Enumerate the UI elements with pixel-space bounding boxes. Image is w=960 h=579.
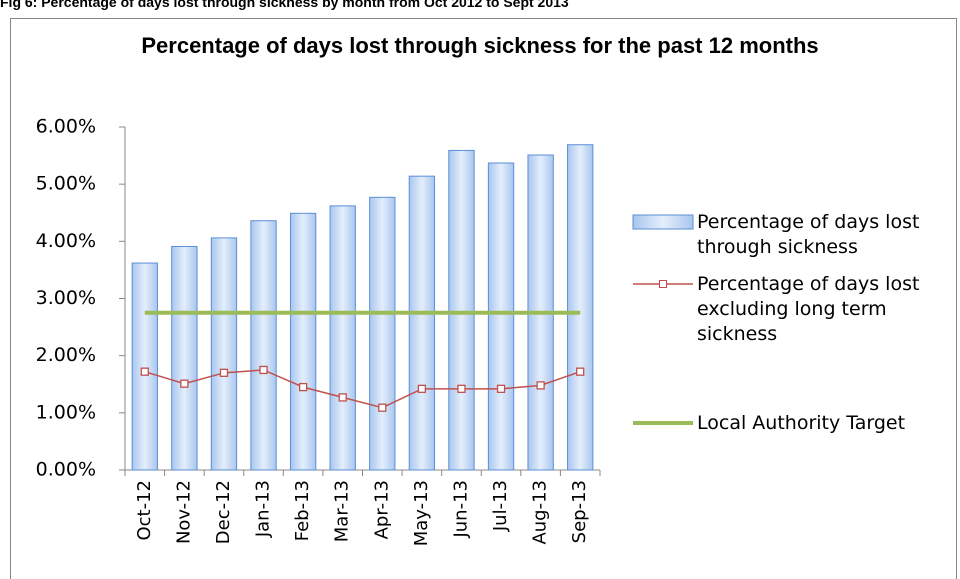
legend-swatch [632, 214, 694, 230]
bar [289, 212, 317, 471]
marker [180, 379, 189, 388]
legend-label: Local Authority Target [697, 412, 906, 434]
x-tick-label: Jan-13 [253, 480, 274, 538]
y-tick-label: 5.00% [36, 173, 96, 195]
x-tick-label: Oct-12 [134, 480, 155, 541]
bar [171, 245, 198, 471]
bar [408, 175, 436, 471]
y-tick-label: 4.00% [36, 230, 96, 252]
y-tick-label: 6.00% [36, 116, 96, 138]
x-tick-label: Jul-13 [490, 480, 511, 532]
bar [329, 205, 356, 471]
x-tick-label: Apr-13 [371, 480, 392, 539]
marker [219, 368, 229, 377]
bar [210, 237, 238, 471]
y-tick-label: 2.00% [36, 344, 96, 366]
bar [448, 149, 475, 471]
y-tick-label: 0.00% [36, 459, 96, 481]
marker [338, 393, 347, 402]
x-tick-label: Jun-13 [450, 480, 471, 539]
x-tick-label: Feb-13 [292, 480, 313, 541]
x-tick-label: Dec-12 [213, 480, 234, 544]
bar [487, 162, 515, 471]
bar [369, 196, 396, 471]
bar [567, 144, 594, 471]
line [144, 369, 581, 409]
bar [131, 262, 158, 471]
y-tick-label: 1.00% [36, 401, 96, 423]
marker [536, 381, 545, 390]
x-tick-label: Aug-13 [530, 480, 551, 545]
marker [259, 365, 268, 375]
figure-caption: Fig 6: Percentage of days lost through s… [0, 0, 569, 10]
marker [457, 384, 466, 393]
bar [250, 220, 277, 471]
marker [576, 367, 585, 376]
legend-label: Percentage of days lost through sickness [697, 211, 920, 258]
marker [298, 382, 308, 392]
legend-marker [659, 280, 667, 288]
marker [378, 403, 387, 412]
marker [496, 384, 506, 393]
marker [140, 367, 149, 376]
marker [417, 384, 427, 393]
x-tick-label: Nov-12 [173, 480, 194, 544]
legend-label: Percentage of days lost excluding long t… [697, 273, 920, 345]
y-tick-label: 3.00% [36, 287, 96, 309]
x-tick-label: Mar-13 [332, 480, 353, 542]
chart-title: Percentage of days lost through sickness… [141, 33, 819, 58]
chart-frame [10, 18, 957, 579]
x-tick-label: Sep-13 [569, 480, 590, 543]
x-tick-label: May-13 [411, 480, 432, 546]
